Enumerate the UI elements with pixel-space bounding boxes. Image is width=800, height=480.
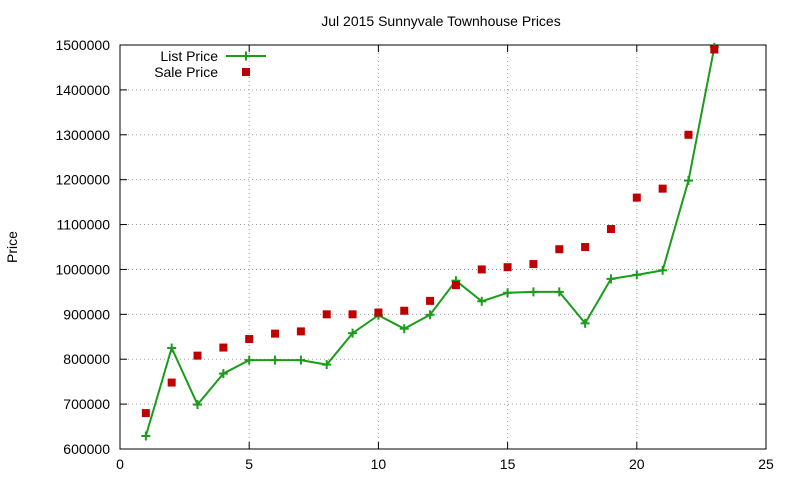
- data-point: [606, 225, 615, 234]
- y-tick-label: 700000: [63, 396, 110, 412]
- series-layer: [141, 42, 719, 441]
- data-point: [218, 369, 228, 379]
- data-point: [167, 343, 177, 353]
- x-tick-label: 15: [500, 456, 516, 472]
- legend-label: Sale Price: [154, 64, 218, 80]
- legend-entry: Sale Price: [154, 64, 250, 80]
- data-point: [632, 270, 642, 280]
- data-point: [426, 296, 435, 305]
- data-point: [296, 355, 306, 365]
- axes: 600000 700000 800000 900000 1000000 1100000 12…: [55, 37, 774, 472]
- x-tick-label: 0: [116, 456, 124, 472]
- data-point: [271, 329, 280, 338]
- data-point: [244, 355, 254, 365]
- data-point: [658, 184, 667, 193]
- data-point: [684, 130, 693, 139]
- data-point: [580, 318, 590, 328]
- data-point: [528, 287, 538, 297]
- data-point: [581, 243, 590, 251]
- data-point: [529, 260, 538, 269]
- grid-lines: [120, 45, 766, 449]
- y-tick-label: 600000: [63, 441, 110, 457]
- y-tick-label: 1300000: [55, 127, 110, 143]
- x-tick-label: 5: [245, 456, 253, 472]
- y-tick-label: 800000: [63, 351, 110, 367]
- data-point: [554, 287, 564, 297]
- legend-marker: [242, 68, 250, 76]
- data-point: [710, 45, 719, 54]
- data-point: [193, 351, 202, 360]
- data-point: [141, 409, 150, 418]
- legend-marker: [241, 51, 251, 61]
- data-point: [606, 274, 616, 284]
- x-tick-label: 25: [758, 456, 774, 472]
- x-tick-label: 20: [629, 456, 645, 472]
- data-point: [167, 378, 176, 387]
- data-point: [503, 288, 513, 298]
- series-line: [144, 47, 716, 437]
- data-point: [400, 306, 409, 315]
- data-point: [270, 355, 280, 365]
- data-point: [658, 265, 668, 275]
- plot-frame: [119, 44, 767, 450]
- data-point: [632, 193, 641, 202]
- chart-title: Jul 2015 Sunnyvale Townhouse Prices: [321, 13, 560, 29]
- data-point: [348, 328, 358, 338]
- y-tick-label: 1200000: [55, 172, 110, 188]
- data-point: [374, 308, 383, 317]
- y-axis-label: Price: [4, 231, 20, 263]
- data-point: [141, 431, 151, 441]
- data-point: [322, 310, 331, 319]
- data-point: [477, 296, 487, 306]
- data-point: [683, 176, 693, 186]
- legend-entry: List Price: [160, 48, 266, 64]
- data-point: [245, 335, 254, 344]
- data-point: [477, 265, 486, 274]
- data-point: [451, 281, 460, 290]
- data-point: [296, 327, 305, 336]
- y-tick-label: 1100000: [57, 217, 111, 233]
- data-point: [399, 324, 409, 334]
- y-tick-label: 900000: [63, 306, 110, 322]
- data-point: [219, 343, 228, 352]
- data-point: [503, 263, 512, 272]
- data-point: [348, 310, 357, 319]
- data-point: [425, 310, 435, 320]
- series-0: [141, 42, 719, 441]
- y-tick-label: 1000000: [55, 261, 110, 277]
- y-tick-label: 1400000: [55, 82, 110, 98]
- y-tick-label: 1500000: [55, 37, 110, 53]
- data-point: [555, 245, 564, 254]
- series-1: [141, 45, 719, 418]
- data-point: [322, 360, 332, 370]
- data-point: [193, 400, 203, 410]
- x-tick-label: 10: [371, 456, 387, 472]
- legend-label: List Price: [160, 48, 218, 64]
